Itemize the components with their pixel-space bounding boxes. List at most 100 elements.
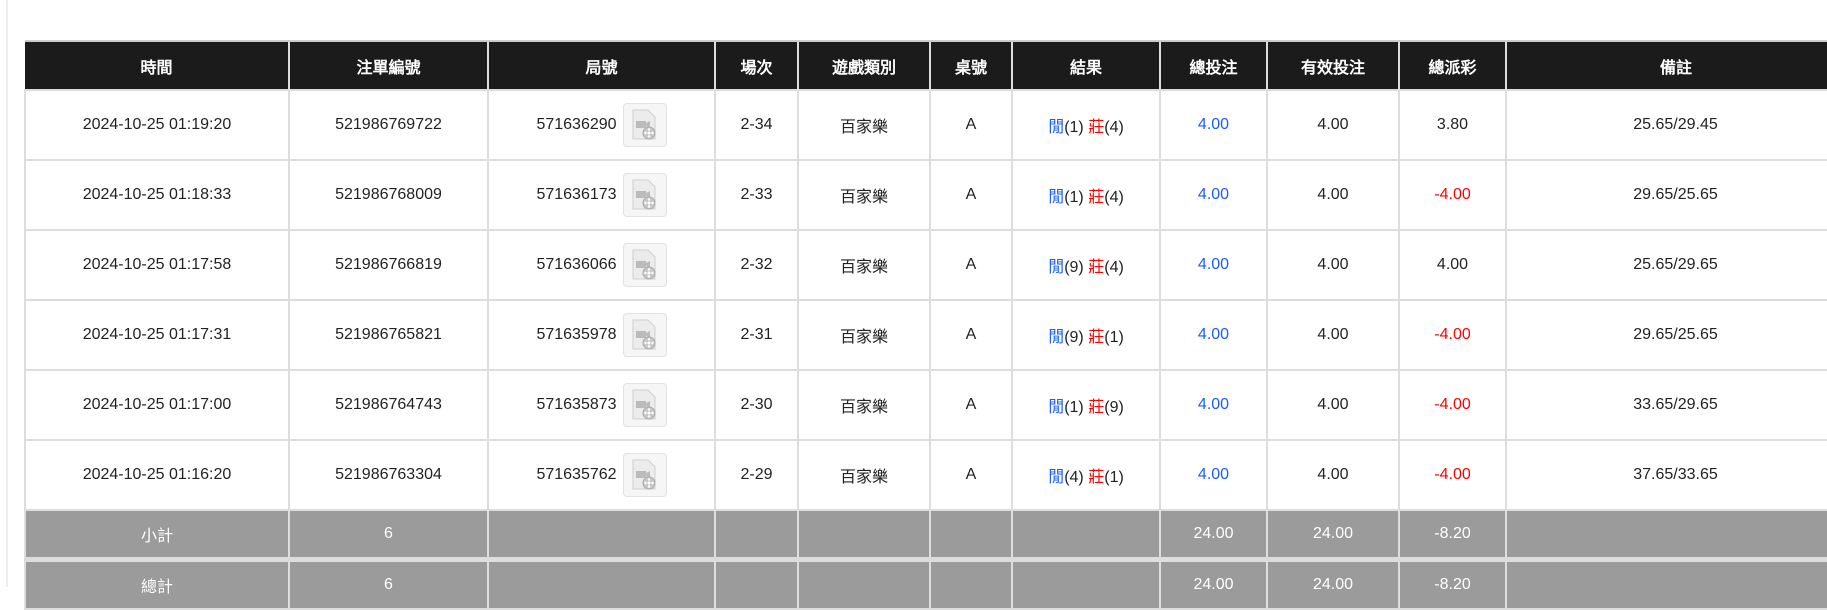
page-left-border (6, 0, 8, 587)
summary-valid-bet: 24.00 (1266, 509, 1400, 561)
header-bet-id: 注單編號 (288, 40, 488, 90)
cell-valid-bet: 4.00 (1266, 229, 1400, 301)
summary-valid-bet: 24.00 (1266, 557, 1400, 610)
player-label: 閒 (1048, 259, 1065, 276)
empty-cell (797, 557, 931, 610)
video-replay-icon[interactable] (622, 103, 667, 147)
cell-table-no: A (929, 229, 1013, 301)
video-replay-icon[interactable] (622, 453, 667, 497)
summary-count: 6 (288, 509, 489, 561)
summary-count: 6 (288, 557, 489, 610)
cell-note: 25.65/29.45 (1505, 89, 1827, 161)
cell-result: 閒(9) 莊(1) (1011, 299, 1161, 371)
banker-label: 莊 (1088, 329, 1105, 346)
player-label: 閒 (1048, 329, 1065, 346)
banker-points: (4) (1104, 119, 1124, 136)
cell-table-no: A (929, 159, 1013, 231)
banker-points: (9) (1104, 399, 1124, 416)
header-total-bet: 總投注 (1159, 40, 1267, 90)
summary-payout: -8.20 (1398, 557, 1507, 610)
cell-time: 2024-10-25 01:17:58 (24, 229, 290, 301)
table-row: 2024-10-25 01:19:20 521986769722 5716362… (24, 89, 1827, 161)
player-points: (1) (1064, 119, 1084, 136)
player-label: 閒 (1048, 469, 1065, 486)
cell-payout: -4.00 (1398, 439, 1507, 511)
cell-result: 閒(1) 莊(4) (1011, 89, 1161, 161)
cell-time: 2024-10-25 01:18:33 (24, 159, 290, 231)
empty-cell (487, 557, 716, 610)
table-row: 2024-10-25 01:16:20 521986763304 5716357… (24, 439, 1827, 511)
cell-round: 571635762 (487, 439, 716, 511)
header-note: 備註 (1505, 40, 1827, 90)
cell-payout: -4.00 (1398, 299, 1507, 371)
cell-bet-id: 521986766819 (288, 229, 489, 301)
cell-payout: -4.00 (1398, 159, 1507, 231)
banker-label: 莊 (1088, 399, 1105, 416)
cell-total-bet: 4.00 (1159, 439, 1268, 511)
cell-total-bet: 4.00 (1159, 369, 1268, 441)
cell-result: 閒(1) 莊(4) (1011, 159, 1161, 231)
banker-label: 莊 (1088, 469, 1105, 486)
cell-total-bet: 4.00 (1159, 89, 1268, 161)
cell-round: 571636290 (487, 89, 716, 161)
cell-valid-bet: 4.00 (1266, 159, 1400, 231)
summary-payout: -8.20 (1398, 509, 1507, 561)
cell-total-bet: 4.00 (1159, 229, 1268, 301)
table-header: 時間 注單編號 局號 場次 遊戲類別 桌號 結果 總投注 有效投注 總派彩 備註 (25, 40, 1827, 90)
cell-round: 571635978 (487, 299, 716, 371)
cell-payout: 4.00 (1398, 229, 1507, 301)
player-points: (9) (1064, 329, 1084, 346)
cell-bet-id: 521986764743 (288, 369, 489, 441)
cell-bet-id: 521986763304 (288, 439, 489, 511)
empty-cell (1505, 557, 1827, 610)
header-payout: 總派彩 (1398, 40, 1506, 90)
empty-cell (1011, 557, 1161, 610)
cell-game-type: 百家樂 (797, 229, 931, 301)
cell-valid-bet: 4.00 (1266, 369, 1400, 441)
table-row: 2024-10-25 01:17:00 521986764743 5716358… (24, 369, 1827, 441)
cell-note: 29.65/25.65 (1505, 159, 1827, 231)
header-game-type: 遊戲類別 (797, 40, 930, 90)
video-replay-icon[interactable] (622, 383, 667, 427)
banker-points: (1) (1104, 329, 1124, 346)
cell-valid-bet: 4.00 (1266, 89, 1400, 161)
cell-shoe: 2-33 (714, 159, 799, 231)
video-replay-icon[interactable] (622, 243, 667, 287)
table-row: 2024-10-25 01:18:33 521986768009 5716361… (24, 159, 1827, 231)
cell-result: 閒(9) 莊(4) (1011, 229, 1161, 301)
cell-table-no: A (929, 439, 1013, 511)
cell-shoe: 2-30 (714, 369, 799, 441)
bet-records-table: 時間 注單編號 局號 場次 遊戲類別 桌號 結果 總投注 有效投注 總派彩 備註 2024-10-2… (24, 40, 1827, 610)
video-replay-icon[interactable] (622, 313, 667, 357)
cell-valid-bet: 4.00 (1266, 439, 1400, 511)
banker-points: (4) (1104, 189, 1124, 206)
empty-cell (929, 509, 1013, 561)
player-points: (1) (1064, 399, 1084, 416)
cell-shoe: 2-32 (714, 229, 799, 301)
header-valid-bet: 有效投注 (1266, 40, 1399, 90)
cell-table-no: A (929, 369, 1013, 441)
player-label: 閒 (1048, 189, 1065, 206)
player-points: (4) (1064, 469, 1084, 486)
cell-game-type: 百家樂 (797, 89, 931, 161)
empty-cell (797, 509, 931, 561)
cell-round: 571636173 (487, 159, 716, 231)
summary-label: 小計 (24, 509, 290, 561)
cell-shoe: 2-29 (714, 439, 799, 511)
empty-cell (1011, 509, 1161, 561)
cell-game-type: 百家樂 (797, 159, 931, 231)
cell-valid-bet: 4.00 (1266, 299, 1400, 371)
summary-total-bet: 24.00 (1159, 557, 1268, 610)
cell-result: 閒(1) 莊(9) (1011, 369, 1161, 441)
player-label: 閒 (1048, 119, 1065, 136)
header-result: 結果 (1011, 40, 1160, 90)
cell-game-type: 百家樂 (797, 299, 931, 371)
cell-time: 2024-10-25 01:19:20 (24, 89, 290, 161)
cell-note: 29.65/25.65 (1505, 299, 1827, 371)
round-number: 571636066 (536, 256, 617, 274)
cell-result: 閒(4) 莊(1) (1011, 439, 1161, 511)
video-replay-icon[interactable] (622, 173, 667, 217)
empty-cell (714, 557, 799, 610)
round-number: 571635762 (536, 466, 617, 484)
header-shoe: 場次 (714, 40, 798, 90)
